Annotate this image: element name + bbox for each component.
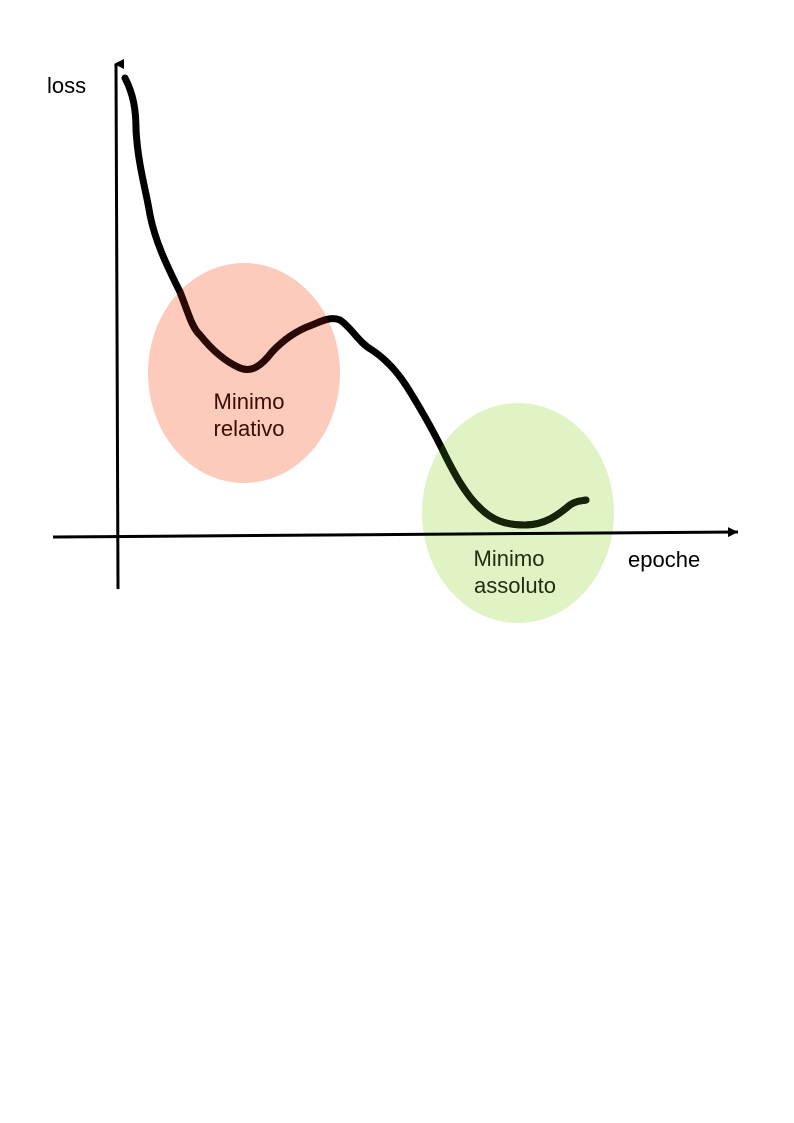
absolute-minimum-region: [422, 403, 614, 623]
y-axis-label: loss: [47, 73, 86, 98]
y-axis: [114, 58, 125, 590]
loss-curve: [121, 74, 590, 529]
x-axis-label: epoche: [628, 547, 700, 572]
relative-minimum-region: [148, 263, 340, 483]
absolute-minimum-label-line1: Minimo: [474, 546, 545, 571]
relative-minimum-label-line2: relativo: [214, 416, 285, 441]
x-axis: [52, 527, 739, 539]
relative-minimum-label-line1: Minimo: [214, 389, 285, 414]
absolute-minimum-label-line2: assoluto: [474, 573, 556, 598]
